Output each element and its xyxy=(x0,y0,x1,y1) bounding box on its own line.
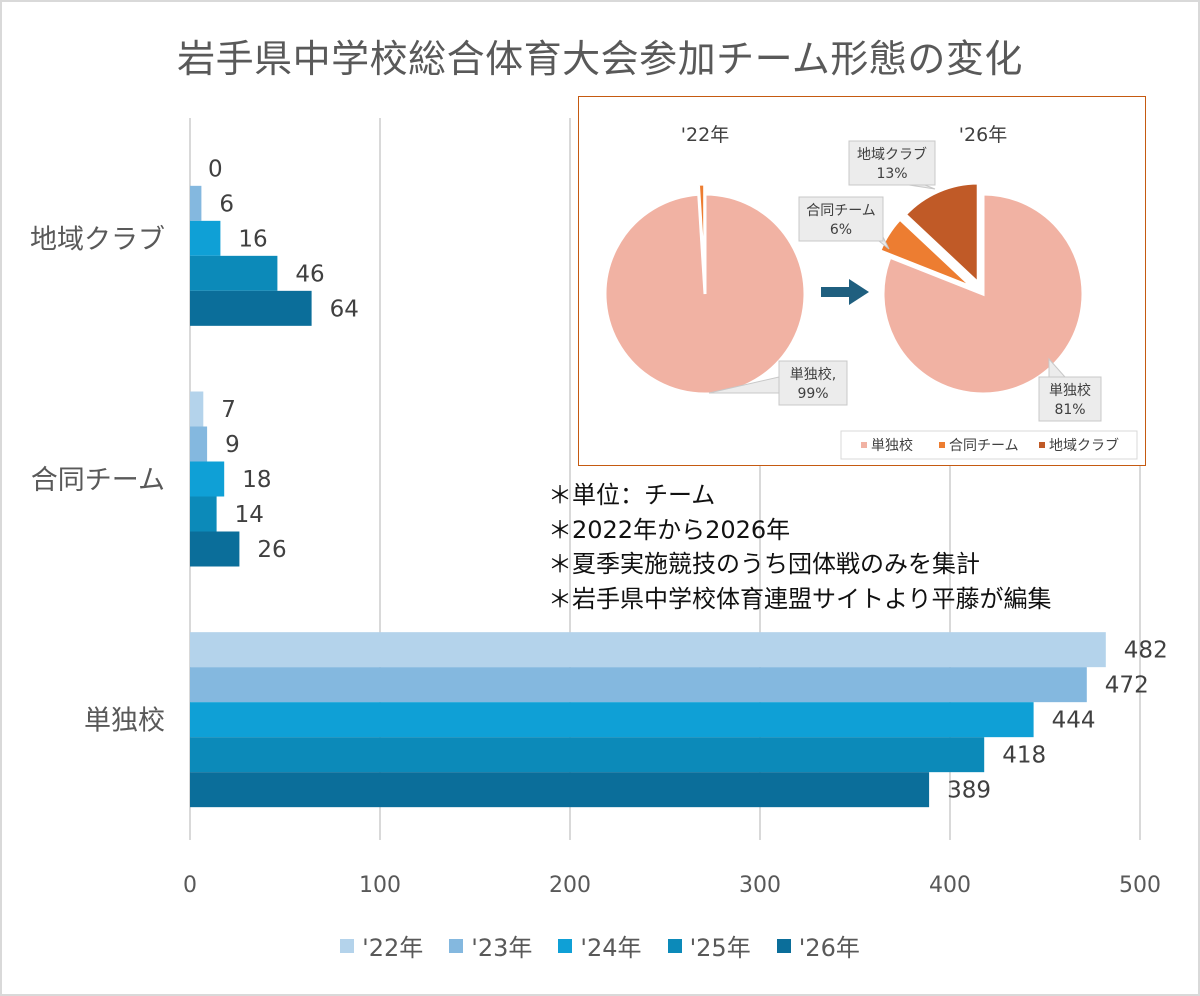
pie-slice xyxy=(696,182,707,285)
legend-swatch xyxy=(776,938,791,953)
bar xyxy=(190,255,278,291)
callout-label: 99% xyxy=(797,386,828,402)
bar xyxy=(190,391,204,427)
callout-box xyxy=(1038,376,1102,422)
data-label: 418 xyxy=(1002,743,1046,769)
category-label: 合同チーム xyxy=(31,465,165,496)
callout-label: 単独校 xyxy=(1049,382,1091,399)
callout-label: 6% xyxy=(830,222,852,238)
data-label: 16 xyxy=(238,226,267,252)
callout-label: 合同チーム xyxy=(806,203,876,219)
pie-legend-box xyxy=(840,430,1138,460)
legend-swatch xyxy=(667,938,682,953)
legend-label: '25年 xyxy=(689,934,751,962)
legend-swatch xyxy=(449,938,464,953)
notes-block: ＊単位：チーム ＊2022年から2026年 ＊夏季実施競技のうち団体戦のみを集計… xyxy=(548,478,1052,616)
x-tick-label: 400 xyxy=(929,873,971,898)
note-period: ＊2022年から2026年 xyxy=(548,515,791,544)
legend-label: '22年 xyxy=(362,934,424,962)
data-label: 14 xyxy=(235,502,264,528)
arrow-shaft xyxy=(821,287,851,297)
callout-box xyxy=(778,360,848,406)
legend-item: '22年 xyxy=(340,928,423,963)
pie-legend-swatch xyxy=(861,442,867,448)
x-tick-label: 200 xyxy=(549,873,591,898)
bar xyxy=(190,461,225,497)
x-tick-label: 300 xyxy=(739,873,781,898)
legend-item: '25年 xyxy=(667,928,751,963)
pie-legend-label: 地域クラブ xyxy=(1049,437,1119,454)
bar xyxy=(190,737,985,773)
callout-box xyxy=(798,196,884,242)
legend-item: '24年 xyxy=(558,928,642,963)
bar xyxy=(190,772,930,808)
callout-label: 地域クラブ xyxy=(857,146,927,163)
x-tick-label: 500 xyxy=(1119,873,1161,898)
data-label: 64 xyxy=(330,296,359,322)
data-label: 7 xyxy=(221,397,236,423)
bar xyxy=(190,531,240,567)
bar xyxy=(190,220,221,256)
data-label: 9 xyxy=(225,432,240,458)
x-tick-label: 100 xyxy=(359,873,401,898)
data-label: 444 xyxy=(1052,708,1096,734)
pie-legend: 単独校 合同チーム 地域クラブ xyxy=(840,430,1138,460)
bar xyxy=(190,702,1034,738)
pie-charts: '22年単独校,99%'26年単独校81%合同チーム6%地域クラブ13%単独校合… xyxy=(603,124,1138,460)
bar xyxy=(190,290,312,326)
callout-label: 13% xyxy=(876,166,907,182)
data-label: 0 xyxy=(208,156,223,182)
x-tick-label: 0 xyxy=(183,873,197,898)
pie-legend-label: 合同チーム xyxy=(949,438,1019,454)
legend-item: '26年 xyxy=(776,928,860,963)
bar xyxy=(190,426,208,462)
bar xyxy=(190,632,1106,668)
legend-label: '23年 xyxy=(471,934,533,962)
note-unit: ＊単位：チーム xyxy=(548,481,716,509)
note-scope: ＊夏季実施競技のうち団体戦のみを集計 xyxy=(548,550,980,578)
legend-label: '26年 xyxy=(798,934,860,962)
pie-slice xyxy=(877,216,974,289)
category-label: 単独校 xyxy=(84,706,165,737)
data-label: 46 xyxy=(295,261,324,287)
legend-label: '24年 xyxy=(580,934,642,962)
bar xyxy=(190,496,217,532)
legend-item: '23年 xyxy=(449,928,532,963)
chart-title: 岩手県中学校総合体育大会参加チーム形態の変化 xyxy=(177,37,1023,81)
pie-slice xyxy=(603,192,807,396)
callout-pointer xyxy=(908,184,936,190)
pie-inset: '22年 単独校, 99% '26年 単独校 81% 合同チーム 6% 地域クラブ 13% 単独校合… xyxy=(578,96,1146,466)
callout-box xyxy=(848,140,936,186)
pie-legend-swatch xyxy=(939,442,945,448)
legend-swatch xyxy=(558,938,573,953)
data-label: 389 xyxy=(947,778,991,804)
note-source: ＊岩手県中学校体育連盟サイトより平藤が編集 xyxy=(548,584,1052,613)
pie-slice xyxy=(903,181,980,287)
data-label: 18 xyxy=(242,467,271,493)
pie-title: '22年 xyxy=(681,124,729,146)
data-label: 472 xyxy=(1105,673,1149,699)
data-label: 482 xyxy=(1124,638,1168,664)
data-label: 26 xyxy=(257,537,286,563)
bar xyxy=(190,667,1087,703)
pie-legend-swatch xyxy=(1039,442,1045,448)
legend: '22年 '23年 '24年 '25年 '26年 xyxy=(0,928,1200,963)
arrow-head xyxy=(849,279,869,305)
pie-title: '26年 xyxy=(959,124,1007,146)
category-label: 地域クラブ xyxy=(30,224,165,255)
legend-swatch xyxy=(340,938,355,953)
callout-label: 単独校, xyxy=(790,366,836,383)
data-label: 6 xyxy=(219,191,234,217)
callout-label: 81% xyxy=(1054,402,1085,418)
bar xyxy=(190,185,202,221)
pie-legend-label: 単独校 xyxy=(871,437,913,454)
